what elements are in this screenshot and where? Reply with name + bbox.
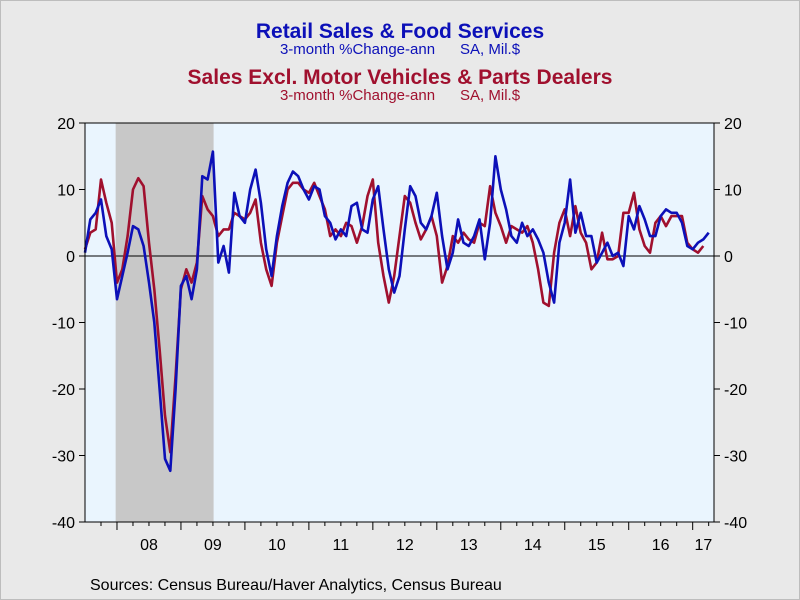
y-tick-label-right: -20 [724,382,747,399]
series2-title: Sales Excl. Motor Vehicles & Parts Deale… [187,66,613,89]
y-tick-label-right: -30 [724,449,747,466]
y-tick-label-left: -30 [52,449,75,466]
x-tick-label: 15 [588,537,606,554]
x-tick-label: 08 [140,537,158,554]
series1-title: Retail Sales & Food Services [255,20,545,43]
x-tick-label: 17 [694,537,712,554]
recession-band [115,123,214,522]
y-tick-label-right: -10 [724,316,747,333]
series2-subtitle: 3-month %Change-ann SA, Mil.$ [279,87,521,104]
y-tick-label-right: 10 [724,183,742,200]
x-tick-label: 11 [333,537,350,554]
y-tick-label-left: 10 [57,183,75,200]
series-line-excl_motor [83,176,705,454]
x-tick-label: 14 [524,537,542,554]
x-tick-label: 12 [396,537,414,554]
y-tick-label-left: 20 [57,116,75,133]
series-line-retail [83,150,710,473]
x-tick-label: 13 [460,537,478,554]
source-note: Sources: Census Bureau/Haver Analytics, … [90,577,502,594]
y-tick-label-left: -20 [52,382,75,399]
y-tick-label-left: -10 [52,316,75,333]
y-tick-label-right: 0 [724,249,733,266]
x-tick-label: 10 [268,537,286,554]
y-tick-label-right: 20 [724,116,742,133]
y-tick-label-left: -40 [52,515,75,532]
series1-subtitle: 3-month %Change-ann SA, Mil.$ [279,41,521,58]
y-tick-label-left: 0 [66,249,75,266]
y-tick-label-right: -40 [724,515,747,532]
x-tick-label: 16 [652,537,670,554]
x-tick-label: 09 [204,537,222,554]
